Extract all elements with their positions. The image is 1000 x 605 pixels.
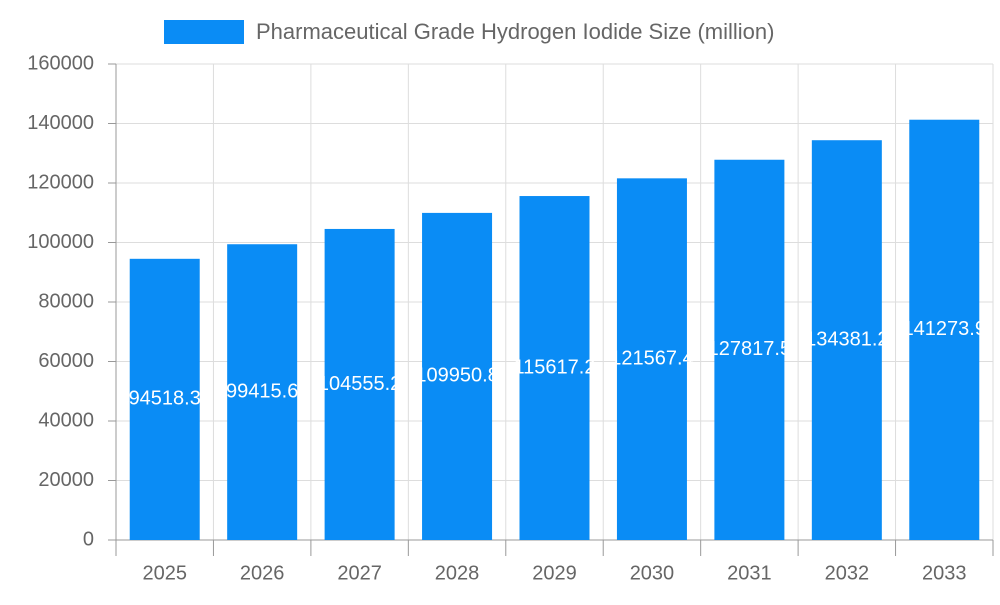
value-label: 127817.5 xyxy=(708,338,791,360)
value-label: 141273.9 xyxy=(903,318,986,340)
bar xyxy=(422,212,493,541)
value-label: 99415.6 xyxy=(226,380,298,402)
value-label: 94518.3 xyxy=(129,388,201,410)
x-tick-label: 2028 xyxy=(435,562,480,584)
x-tick-label: 2029 xyxy=(532,562,577,584)
x-tick-label: 2031 xyxy=(727,562,772,584)
y-tick-label: 60000 xyxy=(38,350,94,372)
bar xyxy=(227,244,298,540)
bar xyxy=(519,196,590,541)
y-tick-label: 20000 xyxy=(38,469,94,491)
value-label: 104555.2 xyxy=(318,373,401,395)
y-tick-label: 40000 xyxy=(38,409,94,431)
bar xyxy=(909,119,980,540)
x-tick-label: 2027 xyxy=(337,562,382,584)
x-tick-label: 2033 xyxy=(922,562,967,584)
y-tick-label: 160000 xyxy=(27,52,94,74)
bar xyxy=(129,258,200,540)
bar xyxy=(811,140,882,540)
y-tick-label: 80000 xyxy=(38,290,94,312)
value-label: 134381.2 xyxy=(805,328,888,350)
x-tick-label: 2026 xyxy=(240,562,285,584)
x-tick-label: 2032 xyxy=(825,562,870,584)
bar xyxy=(324,228,395,540)
value-label: 121567.4 xyxy=(610,347,693,369)
y-tick-label: 120000 xyxy=(27,171,94,193)
y-tick-label: 140000 xyxy=(27,112,94,134)
x-tick-label: 2025 xyxy=(142,562,187,584)
value-label: 109950.8 xyxy=(415,365,498,387)
bar xyxy=(714,159,785,541)
value-label: 115617.2 xyxy=(514,356,596,378)
bar xyxy=(616,178,687,541)
y-tick-label: 100000 xyxy=(27,231,94,253)
x-tick-label: 2030 xyxy=(630,562,675,584)
y-tick-label: 0 xyxy=(83,528,94,550)
legend-swatch xyxy=(164,20,244,44)
legend-label: Pharmaceutical Grade Hydrogen Iodide Siz… xyxy=(256,19,774,44)
